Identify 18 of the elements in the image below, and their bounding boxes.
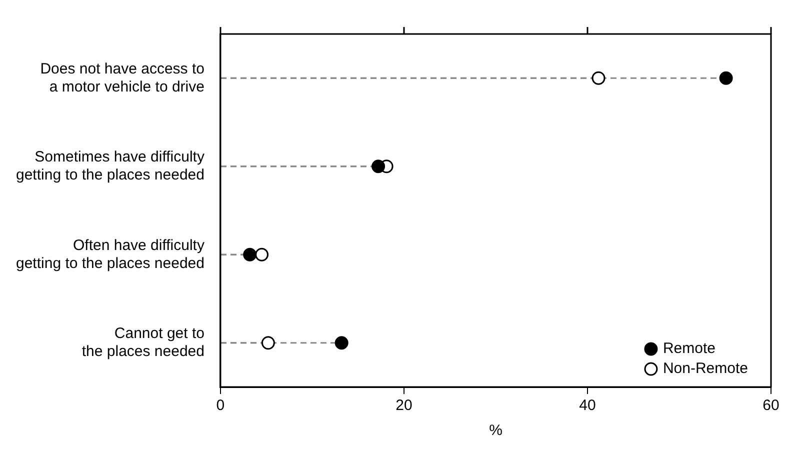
point — [243, 248, 257, 262]
x-tick-label: 40 — [579, 397, 596, 414]
x-tick-label: 0 — [216, 397, 225, 414]
x-tick-label: 60 — [762, 397, 780, 414]
x-axis-title: % — [489, 422, 502, 440]
y-tick-label: Sometimes have difficulty getting to the places needed — [16, 148, 205, 184]
point — [261, 336, 275, 350]
x-tick-label: 20 — [396, 397, 412, 414]
y-tick-label: Often have difficulty getting to the places needed — [16, 236, 205, 272]
y-tick-label: Does not have access to a motor vehicle to drive — [40, 60, 204, 96]
point — [592, 71, 606, 85]
legend-label: Non-Remote — [662, 360, 748, 378]
y-tick-label: Cannot get to the places needed — [82, 325, 204, 360]
point — [372, 160, 386, 174]
point — [334, 336, 348, 350]
point — [255, 248, 269, 262]
legend-label: Remote — [662, 340, 716, 358]
point — [719, 71, 733, 85]
